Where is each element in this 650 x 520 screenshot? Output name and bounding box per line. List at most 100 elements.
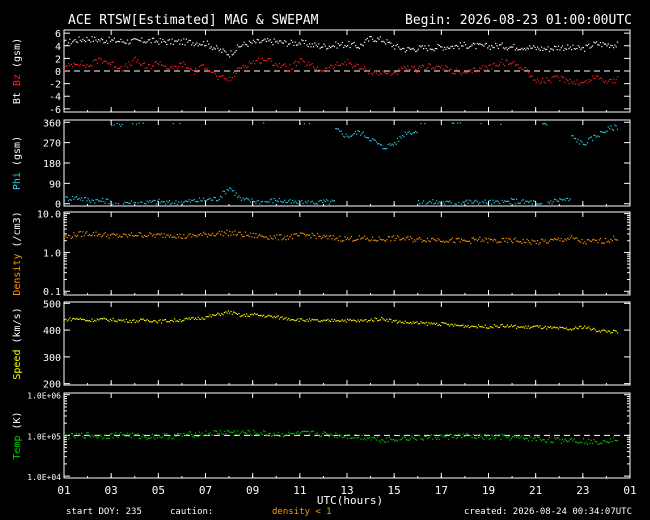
point-temp [235, 433, 237, 435]
point-speed [396, 322, 398, 324]
point-bz [451, 72, 453, 74]
point-phi [244, 198, 246, 200]
point-bz [358, 68, 360, 70]
point-density [468, 240, 470, 242]
point-density [134, 234, 136, 237]
start-doy: start DOY: 235 [66, 507, 142, 517]
point-phi [438, 201, 440, 203]
point-bz [299, 58, 301, 60]
point-bz [305, 65, 307, 67]
point-bt [419, 45, 421, 47]
point-speed [247, 315, 249, 317]
point-temp [151, 433, 153, 435]
point-speed [103, 317, 105, 319]
point-temp [455, 437, 457, 440]
point-speed [471, 325, 473, 327]
point-temp [78, 433, 80, 435]
point-density [537, 240, 539, 242]
point-density [196, 236, 198, 238]
point-temp [584, 443, 586, 445]
point-speed [352, 319, 354, 321]
point-density [327, 238, 329, 240]
point-temp [301, 431, 303, 433]
point-phi [461, 203, 463, 205]
point-temp [605, 441, 607, 443]
point-speed [120, 319, 122, 321]
point-density [381, 239, 383, 241]
point-bt [441, 46, 443, 48]
point-speed [316, 319, 319, 321]
point-speed [457, 324, 459, 326]
point-bz [248, 61, 250, 63]
point-bz [115, 66, 117, 68]
point-bz [409, 69, 412, 71]
point-phi [597, 135, 599, 137]
point-phi [595, 136, 598, 138]
point-speed [227, 310, 229, 312]
point-temp [416, 439, 418, 441]
point-phi [328, 203, 330, 205]
point-bz [395, 71, 397, 73]
point-phi [217, 200, 219, 202]
point-temp [222, 433, 224, 436]
point-temp [95, 436, 97, 438]
point-bt [231, 54, 233, 56]
point-temp [183, 432, 185, 435]
point-temp [69, 437, 71, 439]
point-speed [479, 326, 481, 328]
point-temp [440, 434, 442, 436]
point-density [527, 240, 529, 242]
point-temp [602, 440, 604, 442]
point-temp [285, 434, 287, 436]
point-bz [341, 63, 343, 65]
point-bz [506, 60, 508, 62]
point-temp [124, 434, 126, 436]
point-temp [538, 436, 540, 438]
point-temp [514, 435, 516, 437]
point-bt [301, 39, 303, 41]
point-phi [225, 193, 227, 195]
point-speed [277, 315, 279, 317]
point-bz [476, 69, 478, 71]
point-temp [395, 439, 397, 441]
point-bz [538, 80, 540, 82]
point-bt [353, 41, 355, 44]
point-bz [130, 65, 132, 67]
point-bz [104, 60, 106, 62]
point-phi [598, 136, 600, 138]
point-speed [294, 320, 296, 322]
point-bt [572, 44, 574, 46]
point-density [582, 242, 584, 244]
point-speed [504, 326, 506, 328]
point-bt [234, 51, 236, 53]
point-phi [254, 201, 256, 203]
point-phi [108, 203, 110, 205]
point-speed [440, 325, 442, 327]
point-bz [322, 70, 324, 72]
point-bz [433, 68, 435, 70]
point-speed [202, 318, 205, 320]
point-phi [143, 202, 146, 205]
point-speed [564, 328, 566, 330]
point-speed [163, 319, 165, 321]
point-density [540, 238, 543, 240]
point-speed [491, 326, 493, 328]
point-phi [592, 139, 594, 142]
point-bz [242, 64, 244, 66]
point-bt [542, 49, 544, 52]
point-density [522, 239, 524, 241]
point-bz [615, 79, 617, 81]
point-bt [413, 49, 415, 51]
point-phi [155, 203, 157, 205]
point-speed [430, 322, 433, 324]
point-temp [295, 432, 298, 434]
point-bt [77, 41, 79, 43]
point-temp [399, 439, 401, 441]
point-speed [79, 317, 81, 320]
point-bz [164, 65, 167, 67]
point-density [78, 231, 80, 233]
point-bz [150, 68, 152, 70]
point-speed [442, 322, 444, 324]
point-phi [302, 202, 304, 205]
point-temp [185, 434, 187, 436]
